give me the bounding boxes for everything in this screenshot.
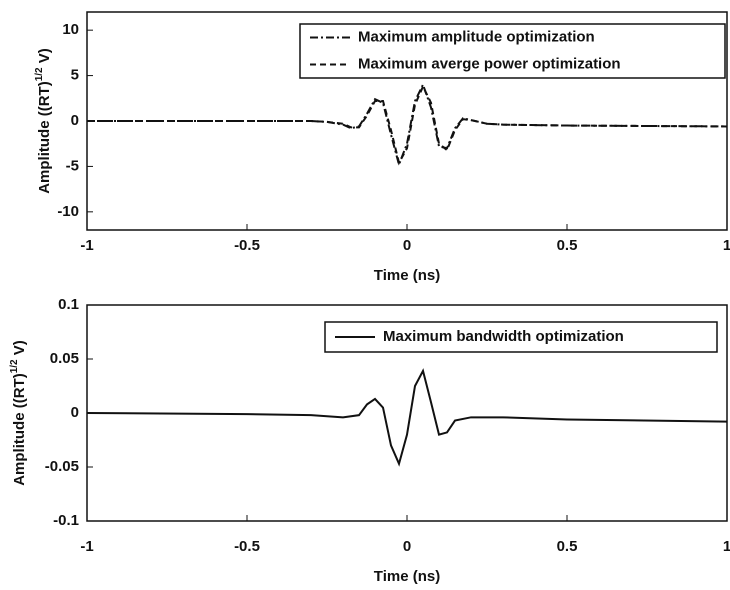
y-tick-label: 0 bbox=[71, 112, 79, 129]
x-tick-label: -0.5 bbox=[234, 538, 260, 555]
x-axis-label: Time (ns) bbox=[374, 267, 440, 284]
series-line bbox=[87, 84, 728, 166]
x-axis-label: Time (ns) bbox=[374, 568, 440, 585]
y-label-text: V) bbox=[36, 48, 53, 67]
x-tick-label: 0.5 bbox=[557, 538, 578, 555]
x-tick-label: 1 bbox=[723, 538, 730, 555]
series-line bbox=[87, 82, 728, 168]
legend-label: Maximum bandwidth optimization bbox=[383, 328, 624, 345]
y-label-text: V) bbox=[11, 340, 28, 359]
x-tick-label: -0.5 bbox=[234, 237, 260, 254]
y-tick-label: -0.1 bbox=[53, 512, 79, 529]
x-tick-label: -1 bbox=[80, 538, 93, 555]
legend-box bbox=[324, 321, 718, 353]
y-tick-label: -0.05 bbox=[45, 458, 79, 475]
legend-box bbox=[299, 23, 726, 79]
y-label-text: Amplitude ((RT) bbox=[11, 373, 28, 485]
x-tick-label: 0 bbox=[403, 237, 411, 254]
y-label-text: Amplitude ((RT) bbox=[36, 81, 53, 193]
y-tick-label: -10 bbox=[57, 203, 79, 220]
y-tick-label: 0.1 bbox=[58, 296, 79, 313]
legend-label: Maximum averge power optimization bbox=[358, 55, 621, 72]
x-tick-label: 0.5 bbox=[557, 237, 578, 254]
y-axis-label: Amplitude ((RT)1/2 V) bbox=[9, 340, 28, 486]
x-tick-label: -1 bbox=[80, 237, 93, 254]
y-tick-label: -5 bbox=[66, 157, 79, 174]
legend-label: Maximum amplitude optimization bbox=[358, 28, 595, 45]
y-tick-label: 5 bbox=[71, 67, 79, 84]
y-tick-label: 0 bbox=[71, 404, 79, 421]
series-line bbox=[86, 368, 728, 467]
y-tick-label: 10 bbox=[62, 21, 79, 38]
y-label-superscript: 1/2 bbox=[34, 67, 45, 81]
x-tick-label: 0 bbox=[403, 538, 411, 555]
y-axis-label: Amplitude ((RT)1/2 V) bbox=[34, 48, 53, 194]
x-tick-label: 1 bbox=[723, 237, 730, 254]
y-tick-label: 0.05 bbox=[50, 350, 79, 367]
y-label-superscript: 1/2 bbox=[9, 359, 20, 373]
